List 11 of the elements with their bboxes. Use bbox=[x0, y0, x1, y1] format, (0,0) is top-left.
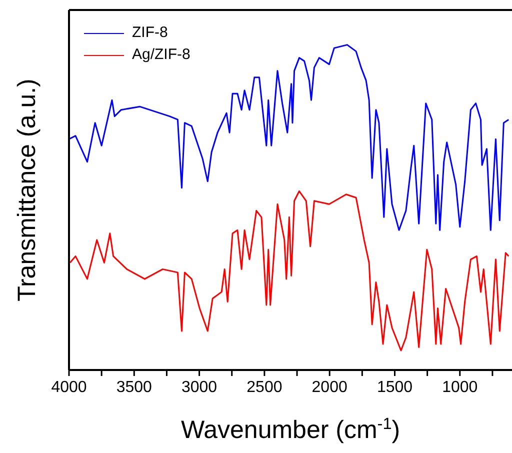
x-axis-title: Wavenumber (cm$^{-1}$) bbox=[180, 415, 400, 444]
x-tick-label: 1500 bbox=[376, 379, 413, 396]
x-tick-label: 4000 bbox=[51, 379, 87, 396]
legend-label: ZIF-8 bbox=[132, 23, 168, 43]
legend-label: Ag/ZIF-8 bbox=[132, 45, 190, 65]
x-tick-label: 1000 bbox=[442, 379, 478, 396]
y-axis-title: Transmittance (a.u.) bbox=[12, 78, 41, 302]
x-tick-label: 2500 bbox=[246, 379, 282, 396]
x-tick-label: 3000 bbox=[181, 379, 218, 396]
x-tick-label: 2000 bbox=[312, 379, 348, 396]
x-tick-label: 3500 bbox=[116, 379, 152, 396]
